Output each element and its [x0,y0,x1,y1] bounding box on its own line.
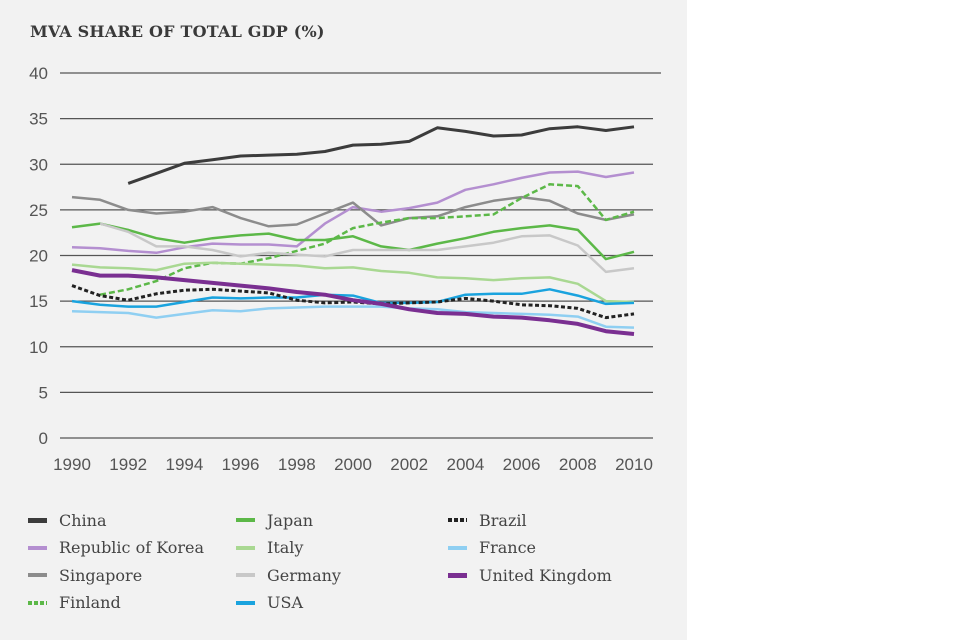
legend-swatch-icon [448,545,467,550]
x-axis-ticks: 1990 1992 1994 1996 1998 2000 2002 2004 2006 2008… [53,455,653,474]
legend-label: Singapore [59,565,143,585]
legend-label: USA [267,593,303,612]
series-line-italy [71,261,635,304]
series-line-singapore [71,195,635,228]
series-line-usa [71,288,635,308]
legend-swatch-icon [236,600,255,605]
y-tick-label: 40 [29,64,48,83]
legend-label: Republic of Korea [59,538,205,557]
y-axis-ticks: 0 5 10 15 20 25 30 35 40 [29,64,48,448]
x-tick-label: 1990 [53,455,91,474]
x-tick-label: 1998 [278,455,316,474]
legend-item: United Kingdom [448,563,612,587]
legend-swatch-icon [236,518,255,522]
x-tick-label: 1996 [222,455,260,474]
legend-label: United Kingdom [479,565,612,585]
series-line-republic-of-korea [71,170,635,255]
legend-label: Japan [267,510,314,530]
legend-item: Finland [28,591,121,615]
legend-item: USA [236,591,303,615]
y-tick-label: 10 [29,338,48,357]
series-line-united-kingdom [71,268,635,336]
legend-swatch-icon [28,517,47,523]
legend-swatch-icon [28,573,47,577]
legend-item: Singapore [28,563,142,587]
y-tick-label: 25 [29,201,48,220]
legend-item: China [28,508,107,532]
x-tick-label: 2010 [615,455,653,474]
legend-swatch-icon [448,518,467,522]
x-tick-label: 2008 [559,455,597,474]
legend-label: France [479,538,537,557]
series-line-finland [99,183,635,296]
legend-item: Germany [236,563,341,587]
chart-panel [0,0,687,640]
legend-item: France [448,536,536,560]
x-tick-label: 2004 [446,455,484,474]
y-tick-label: 30 [29,155,48,174]
legend-label: Finland [59,593,121,612]
legend-swatch-icon [448,572,467,578]
legend-item: Republic of Korea [28,536,204,560]
legend-label: Germany [267,565,341,585]
legend-swatch-icon [236,573,255,577]
y-tick-label: 35 [29,110,48,129]
legend-label: China [59,510,107,530]
legend-swatch-icon [28,545,47,550]
x-tick-label: 2002 [390,455,428,474]
series-line-germany [99,222,635,274]
legend-label: Brazil [479,510,527,530]
legend-label: Italy [267,538,304,557]
series-line-france [71,305,635,329]
legend-item: Japan [236,508,313,532]
series-line-china [127,125,635,185]
x-tick-label: 1992 [109,455,147,474]
y-tick-label: 15 [29,292,48,311]
legend-swatch-icon [236,545,255,550]
legend-item: Brazil [448,508,527,532]
gridlines [60,72,661,439]
y-tick-label: 20 [29,247,48,266]
legend-swatch-icon [28,600,47,605]
y-tick-label: 0 [39,429,48,448]
legend-item: Italy [236,536,303,560]
y-tick-label: 5 [39,383,48,402]
x-tick-label: 2000 [334,455,372,474]
chart-title: MVA SHARE OF TOTAL GDP (%) [30,22,325,41]
x-tick-label: 1994 [165,455,203,474]
x-tick-label: 2006 [503,455,541,474]
series-lines [71,125,635,336]
series-line-japan [71,222,635,261]
